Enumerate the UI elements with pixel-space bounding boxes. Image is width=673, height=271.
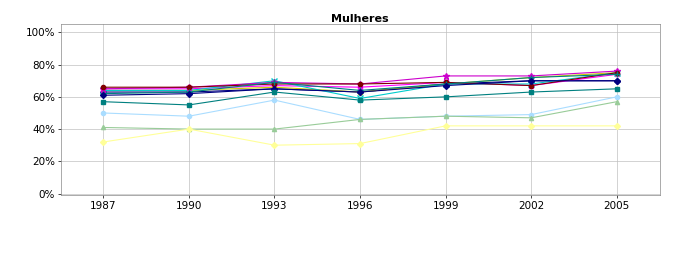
40 - 42 [441,81,450,84]
25 - 27 [441,82,450,86]
25 - 27 [100,91,108,94]
52 - 54 [271,98,279,102]
28 - 30 [527,84,535,87]
43 - 45 [612,73,621,76]
49 - 51 [441,95,450,98]
Line: 49 - 51: 49 - 51 [101,87,619,107]
Line: 58 - 60: 58 - 60 [101,124,619,147]
37 - 39 [356,82,364,86]
43 - 45 [185,91,193,94]
40 - 42 [527,84,535,87]
55 - 57 [356,118,364,121]
25 - 27 [356,91,364,94]
25 - 27 [185,91,193,94]
Line: 40 - 42: 40 - 42 [101,71,619,89]
55 - 57 [612,100,621,103]
43 - 45 [356,89,364,92]
58 - 60 [271,144,279,147]
28 - 30 [185,87,193,91]
55 - 57 [271,127,279,131]
Line: 28 - 30: 28 - 30 [101,72,619,91]
40 - 42 [100,86,108,89]
28 - 30 [441,81,450,84]
Title: Mulheres: Mulheres [331,14,389,24]
46 - 48 [185,92,193,95]
40 - 42 [356,82,364,86]
Line: 31 - 33: 31 - 33 [101,71,619,94]
37 - 39 [100,87,108,91]
31 - 33 [271,86,279,89]
49 - 51 [271,91,279,94]
40 - 42 [185,86,193,89]
43 - 45 [100,92,108,95]
28 - 30 [356,86,364,89]
46 - 48 [441,84,450,87]
31 - 33 [441,82,450,86]
52 - 54 [527,113,535,116]
Line: 43 - 45: 43 - 45 [100,72,620,96]
49 - 51 [100,100,108,103]
28 - 30 [100,87,108,91]
46 - 48 [100,94,108,97]
58 - 60 [527,124,535,127]
55 - 57 [100,126,108,129]
46 - 48 [527,79,535,82]
34 - 36 [612,71,621,74]
34 - 36 [185,89,193,92]
55 - 57 [185,127,193,131]
55 - 57 [441,115,450,118]
40 - 42 [271,82,279,86]
Line: 46 - 48: 46 - 48 [101,79,619,97]
31 - 33 [100,89,108,92]
40 - 42 [612,71,621,74]
34 - 36 [271,79,279,82]
Line: 55 - 57: 55 - 57 [101,100,619,131]
43 - 45 [271,81,279,84]
37 - 39 [271,81,279,84]
34 - 36 [441,82,450,86]
52 - 54 [441,115,450,118]
52 - 54 [612,95,621,98]
Line: 52 - 54: 52 - 54 [101,95,619,121]
37 - 39 [185,86,193,89]
58 - 60 [356,142,364,145]
34 - 36 [100,89,108,92]
46 - 48 [612,79,621,82]
49 - 51 [185,103,193,107]
58 - 60 [441,124,450,127]
Line: 37 - 39: 37 - 39 [100,68,621,92]
58 - 60 [185,127,193,131]
31 - 33 [356,91,364,94]
31 - 33 [185,89,193,92]
31 - 33 [612,71,621,74]
Line: 25 - 27: 25 - 27 [101,79,619,94]
58 - 60 [100,140,108,144]
43 - 45 [527,76,535,79]
43 - 45 [441,82,450,86]
34 - 36 [527,82,535,86]
37 - 39 [527,74,535,78]
49 - 51 [612,87,621,91]
58 - 60 [612,124,621,127]
46 - 48 [356,91,364,94]
28 - 30 [271,84,279,87]
52 - 54 [356,118,364,121]
46 - 48 [271,87,279,91]
37 - 39 [441,74,450,78]
25 - 27 [612,79,621,82]
34 - 36 [356,97,364,100]
49 - 51 [356,98,364,102]
37 - 39 [612,69,621,73]
52 - 54 [185,115,193,118]
25 - 27 [527,79,535,82]
52 - 54 [100,111,108,115]
25 - 27 [271,87,279,91]
28 - 30 [612,73,621,76]
55 - 57 [527,116,535,120]
31 - 33 [527,76,535,79]
49 - 51 [527,91,535,94]
Line: 34 - 36: 34 - 36 [100,70,620,101]
